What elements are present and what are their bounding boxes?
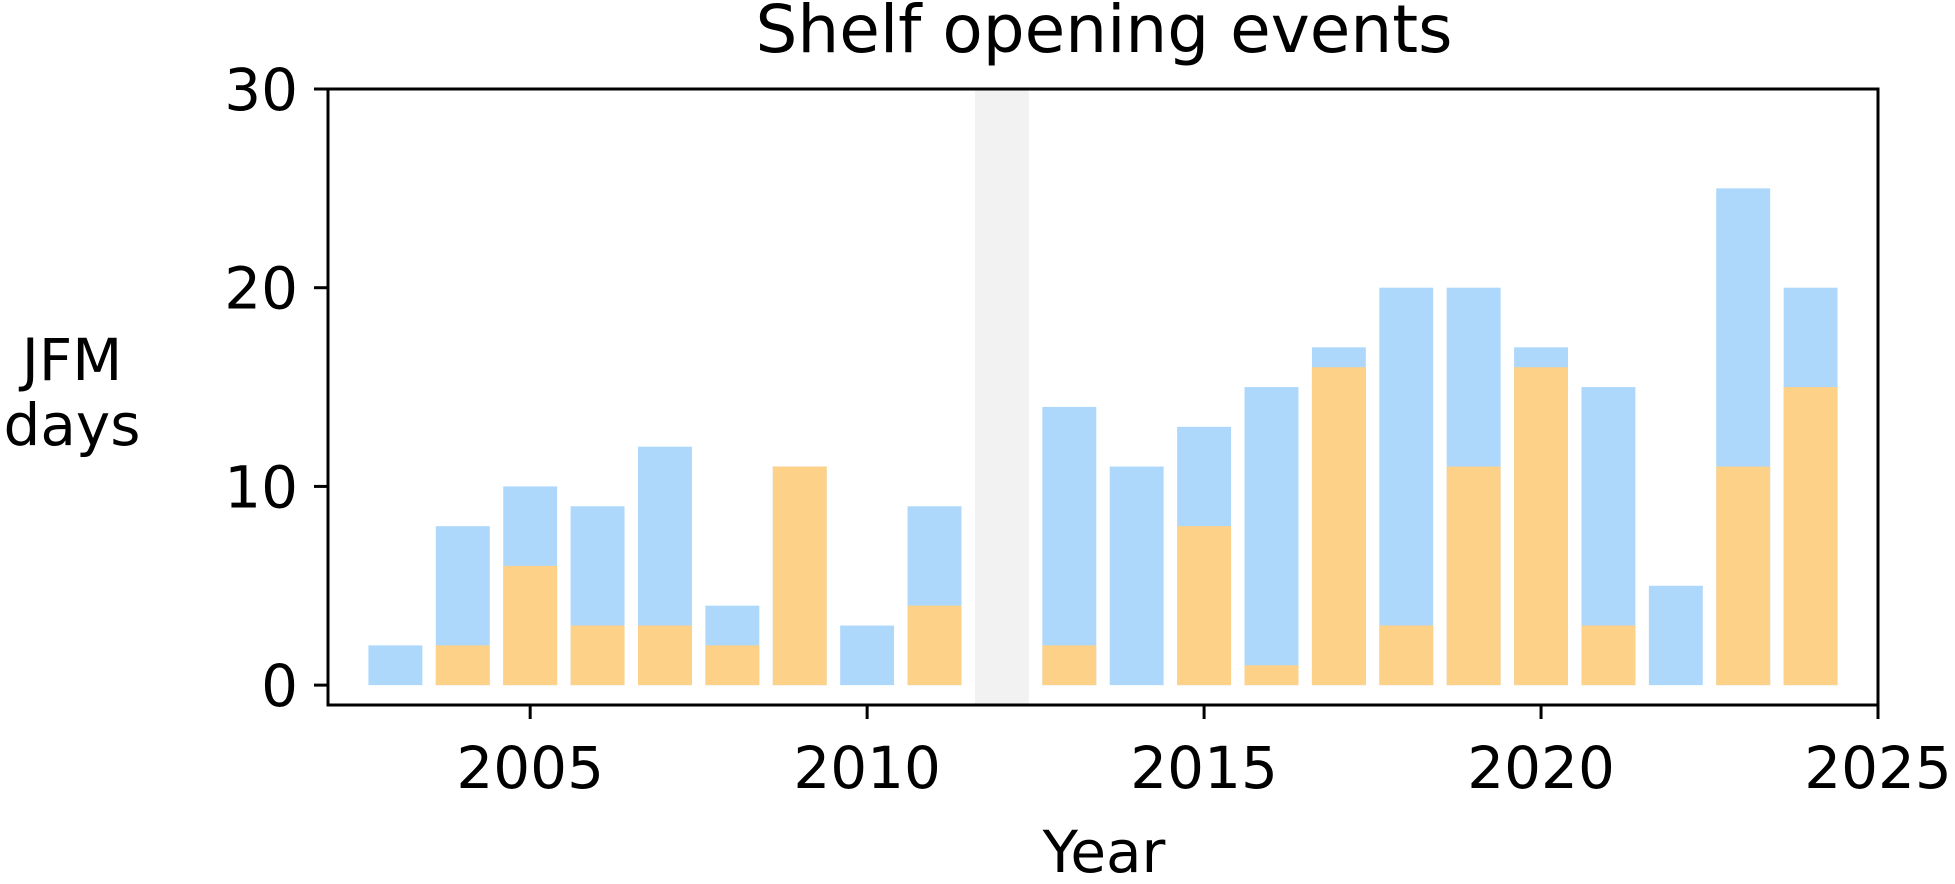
x-tick-label-2020: 2020 (1467, 734, 1615, 802)
bar-series-2-2018 (1379, 625, 1434, 686)
bar-series-2-2019 (1446, 466, 1501, 686)
y-axis-label-line-1: JFM (19, 326, 123, 394)
bar-series-2-2011 (907, 605, 962, 686)
bar-series-2-2020 (1514, 367, 1568, 686)
bar-series-2-2013 (1042, 645, 1097, 686)
bar-series-2-2017 (1311, 367, 1366, 686)
y-tick-label-30: 30 (224, 56, 298, 124)
bar-series-2-2005 (503, 565, 558, 686)
bar-series-1-2003 (368, 645, 423, 686)
x-tick-label-2005: 2005 (456, 734, 604, 802)
bar-series-2-2006 (570, 625, 625, 686)
x-tick-label-2010: 2010 (793, 734, 941, 802)
bar-series-2-2008 (705, 645, 760, 686)
bar-series-2-2009 (772, 466, 827, 686)
shaded-gap-span (974, 89, 1029, 705)
chart-title: Shelf opening events (756, 0, 1453, 68)
y-tick-label-0: 0 (261, 652, 298, 720)
bar-series-2-2007 (638, 625, 692, 686)
bar-series-2-2023 (1716, 466, 1771, 686)
plot-frame (326, 87, 1880, 707)
bar-series-2-2016 (1244, 665, 1299, 686)
bar-series-1-2010 (840, 625, 895, 686)
bar-series-2-2015 (1177, 526, 1232, 686)
bar-series-1-2013 (1042, 406, 1097, 686)
x-tick-label-2025: 2025 (1804, 734, 1952, 802)
x-tick-label-2015: 2015 (1130, 734, 1278, 802)
plot-area (368, 89, 1838, 705)
y-tick-label-20: 20 (224, 255, 298, 323)
bar-series-2-2021 (1581, 625, 1636, 686)
y-axis-label-line-2: days (4, 391, 141, 459)
bar-series-1-2016 (1244, 387, 1299, 686)
axes: 2005 2010 2015 2020 2025 0 10 20 30 (224, 56, 1952, 802)
bar-series-1-2022 (1648, 585, 1703, 686)
x-axis-label: Year (1042, 818, 1166, 884)
y-tick-label-10: 10 (224, 453, 298, 521)
bar-series-2-2004 (435, 645, 490, 686)
bar-series-1-2018 (1379, 287, 1434, 686)
bar-series-1-2014 (1109, 466, 1164, 686)
bar-series-2-2024 (1783, 387, 1838, 686)
